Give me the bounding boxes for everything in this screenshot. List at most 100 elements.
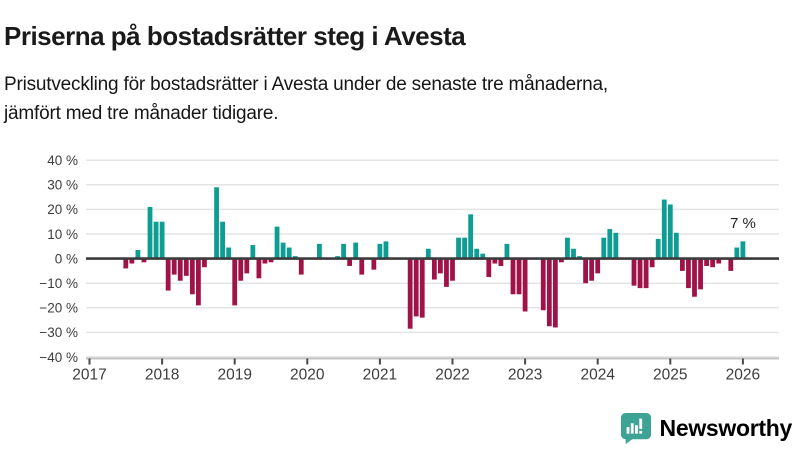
bar [486, 258, 492, 278]
bar [274, 226, 280, 259]
bar [504, 243, 510, 259]
bar [286, 247, 292, 259]
bar [165, 258, 171, 291]
bar [431, 258, 437, 280]
y-tick-label: −30 % [39, 325, 78, 340]
bar [716, 258, 722, 264]
bar [589, 258, 595, 281]
bar [607, 229, 613, 259]
bar [135, 249, 141, 259]
bar [298, 258, 304, 275]
subtitle-line-1: Prisutveckling för bostadsrätter i Avest… [4, 74, 608, 95]
bar [643, 258, 649, 289]
bar [498, 258, 504, 266]
bar [159, 221, 165, 259]
x-tick-label: 2019 [217, 367, 251, 384]
bar [667, 204, 673, 259]
bar [583, 258, 588, 284]
bar [383, 241, 389, 259]
bar [196, 258, 201, 306]
bar [153, 221, 159, 259]
bar [280, 242, 286, 259]
bar [740, 241, 746, 259]
bar [631, 258, 637, 286]
bar [565, 237, 570, 259]
bar [492, 258, 498, 264]
y-tick-label: 20 % [47, 202, 78, 217]
x-tick-label: 2023 [508, 367, 542, 384]
bar [540, 258, 546, 311]
x-tick-label: 2022 [435, 367, 469, 384]
bar [123, 258, 129, 269]
bar [462, 237, 467, 259]
y-tick-label: −10 % [39, 276, 78, 291]
bar [480, 253, 486, 259]
bar [692, 258, 697, 297]
bar [655, 238, 661, 259]
bar [189, 258, 195, 295]
bar [226, 247, 232, 259]
x-tick-label: 2024 [580, 367, 615, 384]
bar [728, 258, 734, 271]
bar [613, 232, 619, 259]
bar [522, 258, 528, 312]
bar [413, 258, 419, 317]
y-tick-label: 10 % [47, 227, 78, 242]
x-tick-label: 2026 [726, 367, 760, 384]
bar [474, 248, 480, 259]
page-title: Priserna på bostadsrätter steg i Avesta [4, 21, 466, 52]
bar [171, 258, 177, 275]
x-tick-label: 2017 [72, 367, 106, 384]
bar [510, 258, 516, 295]
last-value-label: 7 % [730, 215, 756, 232]
bar [649, 258, 655, 268]
bar [371, 258, 377, 270]
bar [129, 258, 135, 264]
bar [698, 258, 703, 290]
bar [238, 258, 244, 281]
y-tick-label: 30 % [47, 178, 78, 193]
bar [177, 258, 183, 281]
y-tick-label: −40 % [39, 350, 78, 365]
bar [661, 199, 667, 259]
bar [232, 258, 238, 306]
y-tick-label: −20 % [39, 301, 78, 316]
bar [595, 258, 601, 274]
bar [516, 258, 522, 295]
bar [220, 221, 225, 259]
newsworthy-wordmark: Newsworthy [659, 414, 793, 441]
bar [183, 258, 189, 276]
subtitle-line-2: jämfört med tre månader tidigare. [4, 103, 279, 125]
bar [250, 245, 256, 259]
newsworthy-bar-chart-bubble-icon [620, 412, 652, 444]
bar [359, 258, 365, 275]
x-tick-label: 2021 [363, 367, 397, 384]
bar [377, 243, 383, 259]
bar [559, 258, 564, 263]
bar [147, 206, 153, 259]
chart-subtitle: Prisutveckling för bostadsrätter i Avest… [4, 70, 794, 129]
bar [347, 258, 353, 266]
bar [686, 258, 691, 289]
bar [601, 237, 607, 259]
bar [704, 258, 709, 266]
bar [673, 232, 679, 259]
bar [552, 258, 558, 328]
bar [141, 258, 147, 263]
y-tick-label: 40 % [47, 153, 78, 168]
bar [571, 248, 576, 259]
y-tick-label: 0 % [55, 251, 78, 266]
bar [710, 258, 716, 268]
bar [546, 258, 552, 327]
bar [468, 214, 474, 259]
bar [214, 187, 219, 259]
bar [444, 258, 449, 287]
bar [680, 258, 685, 271]
bar [244, 258, 250, 274]
bar [425, 248, 431, 259]
bar [637, 258, 643, 289]
x-tick-label: 2018 [145, 367, 179, 384]
bar [317, 243, 322, 259]
bar [456, 237, 461, 259]
